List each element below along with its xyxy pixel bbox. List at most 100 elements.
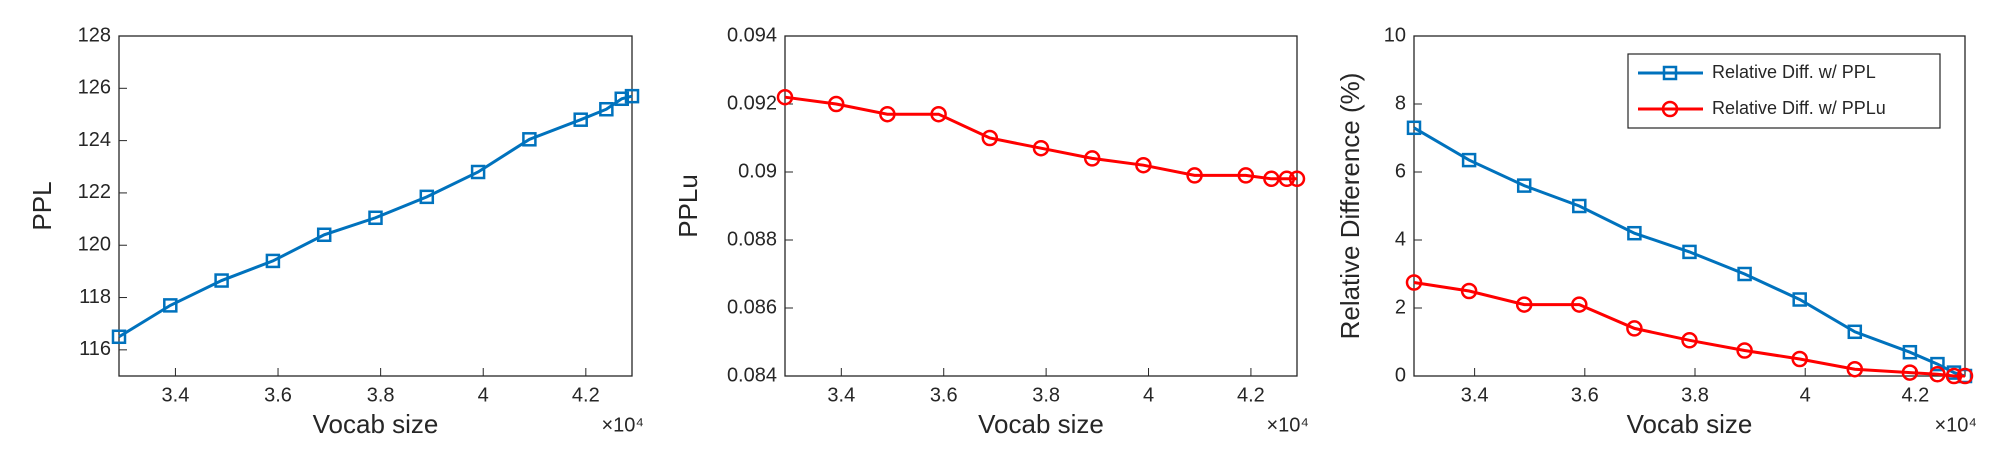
marker	[111, 329, 127, 345]
y-tick-label: 0.086	[727, 296, 777, 318]
x-tick-label: 3.6	[1571, 384, 1599, 406]
marker	[1846, 360, 1864, 378]
marker	[1736, 342, 1753, 359]
x-axis-label: Vocab size	[1627, 409, 1753, 439]
y-tick-label: 0	[1395, 364, 1406, 386]
marker	[265, 253, 281, 269]
marker	[1288, 170, 1306, 188]
x-tick-label: 3.4	[1461, 384, 1489, 406]
axes-box	[118, 35, 633, 377]
y-tick-label: 120	[78, 234, 111, 256]
x-tick-label: 4	[478, 384, 489, 406]
y-tick-label: 118	[79, 286, 111, 308]
marker	[522, 132, 537, 147]
marker	[1956, 367, 1974, 385]
x-tick-label: 4.2	[1902, 384, 1930, 406]
marker	[1135, 156, 1152, 174]
marker	[1461, 152, 1477, 168]
y-axis-label: PPL	[27, 181, 57, 230]
marker	[1516, 178, 1532, 193]
y-tick-label: 122	[78, 181, 111, 203]
x-tick-label: 3.8	[1032, 384, 1060, 406]
marker	[1460, 282, 1478, 300]
marker	[1791, 350, 1808, 368]
marker	[614, 91, 629, 107]
marker	[1847, 324, 1863, 340]
legend-label: Relative Diff. w/ PPL	[1712, 62, 1876, 82]
y-tick-label: 0.088	[727, 228, 777, 250]
marker	[1032, 139, 1050, 157]
marker	[1237, 167, 1255, 184]
marker	[1405, 274, 1423, 291]
y-tick-label: 124	[78, 129, 111, 151]
marker	[1901, 364, 1919, 381]
x-tick-label: 3.6	[264, 384, 292, 406]
marker	[1572, 198, 1587, 214]
marker	[599, 101, 614, 117]
marker	[1627, 225, 1642, 241]
y-tick-label: 0.09	[738, 160, 777, 182]
marker	[1929, 366, 1946, 383]
marker	[316, 227, 332, 243]
y-tick-label: 0.084	[727, 364, 777, 386]
axes-box	[1413, 35, 1966, 377]
marker	[1681, 332, 1698, 349]
marker	[1930, 356, 1945, 372]
y-tick-label: 6	[1395, 160, 1406, 182]
marker	[214, 273, 229, 288]
marker	[470, 164, 486, 180]
marker	[1737, 266, 1752, 282]
marker	[981, 129, 999, 147]
marker	[1792, 292, 1807, 307]
marker	[1278, 170, 1296, 188]
x-axis-label: Vocab size	[978, 409, 1104, 439]
marker	[1626, 320, 1643, 337]
axes-box	[784, 35, 1298, 377]
y-tick-label: 116	[79, 338, 111, 360]
marker	[163, 298, 178, 313]
x-tick-label: 3.8	[367, 384, 395, 406]
marker	[419, 189, 435, 205]
x-tick-label: 4.2	[572, 384, 600, 406]
marker	[1945, 367, 1963, 385]
series-line	[1413, 126, 1966, 378]
x-tick-label: 4.2	[1237, 384, 1265, 406]
y-tick-label: 2	[1395, 296, 1406, 318]
x-tick-label: 4	[1143, 384, 1154, 406]
marker	[930, 105, 947, 123]
marker	[1515, 296, 1533, 313]
x-tick-label: 4	[1800, 384, 1811, 406]
marker	[1083, 150, 1101, 167]
y-tick-label: 126	[78, 77, 111, 99]
x-tick-label: 3.8	[1681, 384, 1709, 406]
marker	[1406, 120, 1422, 136]
marker	[1186, 167, 1203, 184]
legend-box	[1627, 53, 1941, 129]
series-line	[1413, 281, 1965, 378]
legend-label: Relative Diff. w/ PPLu	[1712, 98, 1886, 118]
marker	[827, 95, 845, 113]
legend-marker	[1661, 100, 1679, 118]
x-tick-label: 3.4	[162, 384, 190, 406]
x-exponent: ×10⁴	[601, 414, 644, 436]
y-axis-label: PPLu	[673, 174, 703, 238]
y-axis-label: Relative Difference (%)	[1335, 73, 1365, 340]
x-exponent: ×10⁴	[1934, 414, 1977, 436]
y-tick-label: 0.094	[727, 24, 777, 46]
marker	[1571, 296, 1588, 313]
series-line	[118, 94, 633, 339]
y-tick-label: 10	[1384, 24, 1406, 46]
x-tick-label: 3.6	[930, 384, 958, 406]
marker	[368, 210, 383, 226]
y-tick-label: 0.092	[727, 92, 777, 114]
legend-marker	[1662, 65, 1678, 81]
marker	[624, 88, 640, 104]
y-tick-label: 4	[1395, 228, 1406, 250]
y-tick-label: 128	[78, 24, 111, 46]
x-axis-label: Vocab size	[313, 409, 439, 439]
marker	[1902, 344, 1918, 360]
marker	[879, 105, 896, 123]
x-exponent: ×10⁴	[1266, 414, 1309, 436]
marker	[776, 88, 794, 106]
x-tick-label: 3.4	[827, 384, 855, 406]
